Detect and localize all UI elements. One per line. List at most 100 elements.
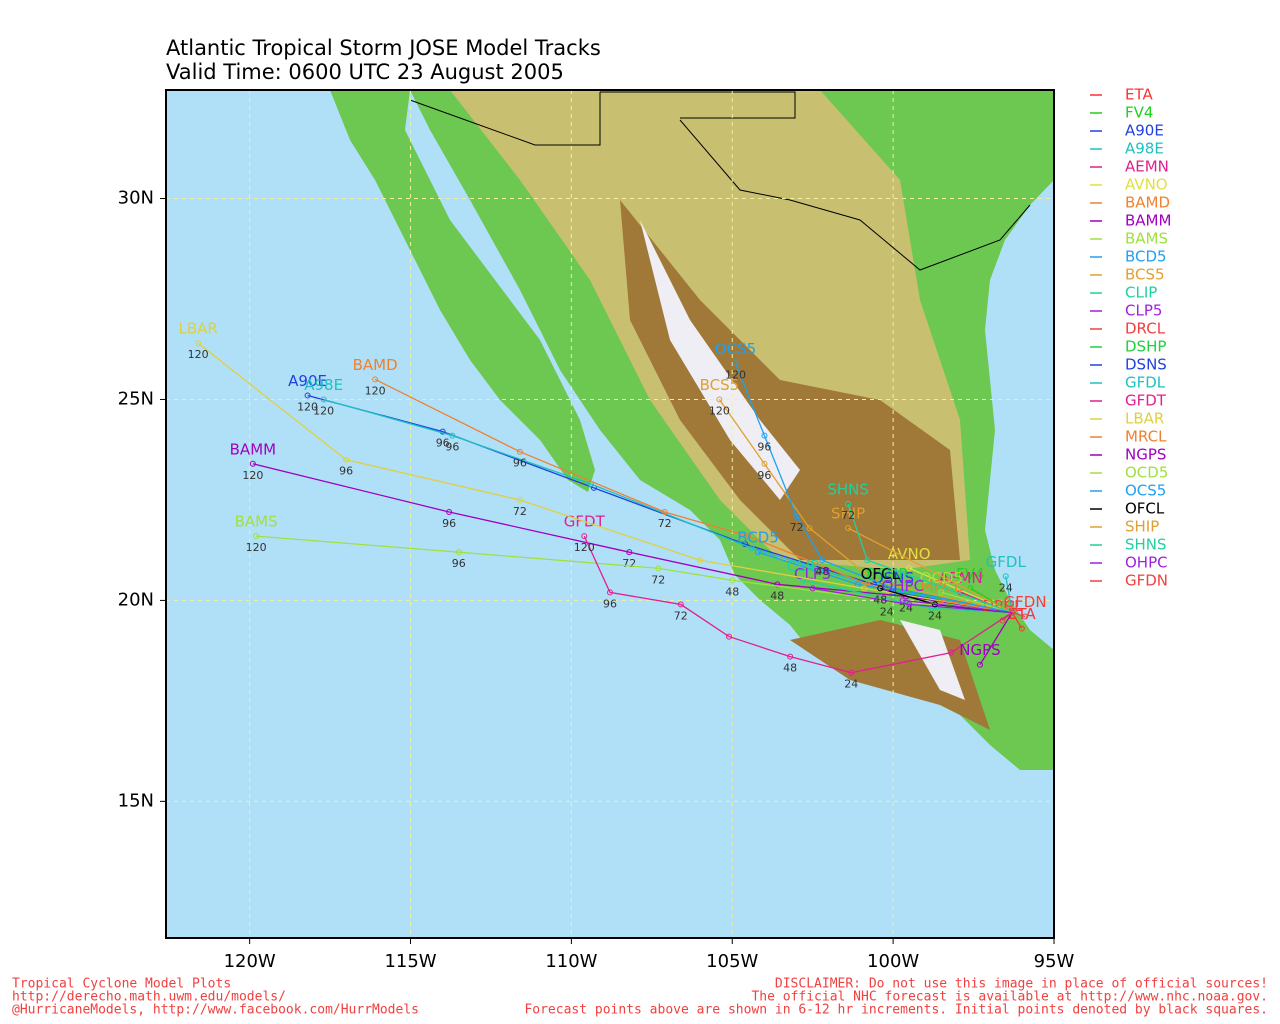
hour-label: 72 [651,573,665,586]
track-point [655,565,662,572]
track-line [802,579,1013,614]
x-tick-label: 110W [545,951,597,972]
legend-label: CLIP [1125,284,1157,302]
track-point [726,633,733,640]
track-point [732,360,739,367]
track-point [877,585,884,592]
track-point [806,525,813,532]
track-point [449,432,456,439]
track-name: A90E [288,372,327,390]
track-line [847,503,1013,614]
hour-label: 48 [815,565,829,578]
hour-label: 120 [725,368,746,381]
legend-label: BCS5 [1125,266,1165,284]
track-point [516,448,523,455]
track-point [845,525,852,532]
track-line [941,591,1013,614]
legend-label: A98E [1125,140,1164,158]
legend-label: BAMM [1125,212,1171,230]
track-line [1005,576,1013,613]
track-point [729,577,736,584]
track-point [304,392,311,399]
legend-label: ETA [1125,86,1153,104]
hour-label: 48 [725,585,739,598]
track-point [661,508,668,515]
legend-label: DSNS [1125,356,1167,374]
hour-label: 120 [246,541,267,554]
track-name: BAMS [235,513,278,531]
y-tick-label: 30N [118,188,154,209]
track-point [845,500,852,507]
track-name: OHPC [881,577,924,595]
hour-label: 72 [658,517,672,530]
legend-label: OCS5 [1125,482,1166,500]
legend-label: SHIP [1125,518,1159,536]
track-point [1009,609,1016,616]
footer-right: The official NHC forecast is available a… [751,990,1268,1005]
track-point [774,581,781,588]
hour-label: 120 [242,469,263,482]
track-line [583,535,1013,674]
track-point [761,432,768,439]
track-point [343,456,350,463]
track-line [252,463,1013,614]
hour-label: 24 [928,609,942,622]
hour-label: 48 [873,593,887,606]
track-line [908,567,1013,614]
track-line [197,342,1013,614]
hour-label: 48 [770,589,784,602]
footer-left: http://derecho.math.uwm.edu/models/ [12,990,286,1005]
hour-label: 24 [880,605,894,618]
track-point [1018,625,1025,632]
legend-label: GFDL [1125,374,1166,392]
track-name: OFCL [861,565,901,583]
track-point [938,589,945,596]
hour-label: 72 [622,557,636,570]
tracks: ETAFV496120A90E96120A98EAEMNAVNO7296120B… [179,320,1047,691]
footer: Tropical Cyclone Model Plotshttp://derec… [12,977,1268,1018]
legend-label: LBAR [1125,410,1164,428]
legend-label: MRCL [1125,428,1167,446]
track-point [455,549,462,556]
track-point [677,601,684,608]
track-point [748,545,755,552]
x-tick-label: 115W [384,951,436,972]
track-name: CLIP [787,557,819,575]
track-name: DSHP [866,565,907,583]
x-tick-label: 120W [224,951,276,972]
chart-subtitle: Valid Time: 0600 UTC 23 August 2005 [166,60,564,84]
track-point [819,557,826,564]
hour-label: 96 [442,517,456,530]
hour-label: 72 [790,521,804,534]
track-name: FV4 [956,565,984,583]
x-tick-label: 100W [867,951,919,972]
hour-label: 96 [339,465,353,478]
track-point [861,585,868,592]
hour-label: 96 [603,597,617,610]
legend-label: BCD5 [1125,248,1167,266]
legend-label: OFCL [1125,500,1165,518]
hour-label: 96 [757,469,771,482]
footer-left: @HurricaneModels, http://www.facebook.co… [12,1003,419,1018]
track-name: BAMM [230,440,276,458]
track-name: BAMD [353,356,398,374]
hour-label: 96 [513,457,527,470]
track-point [906,565,913,572]
track-point [906,601,913,608]
track-point [761,460,768,467]
footer-left: Tropical Cyclone Model Plots [12,977,231,992]
legend-label: NGPS [1125,446,1166,464]
hour-label: 24 [999,581,1013,594]
legend-label: AEMN [1125,158,1169,176]
y-tick-label: 20N [118,589,154,610]
track-point [899,597,906,604]
track-point [195,340,202,347]
track-name: SHNS [827,480,869,498]
track-name: SHIP [831,505,865,523]
hour-label: 120 [313,404,334,417]
legend-label: AVNO [1125,176,1168,194]
track-name: GFDL [986,553,1027,571]
track-point [372,376,379,383]
track-line [812,587,1013,614]
